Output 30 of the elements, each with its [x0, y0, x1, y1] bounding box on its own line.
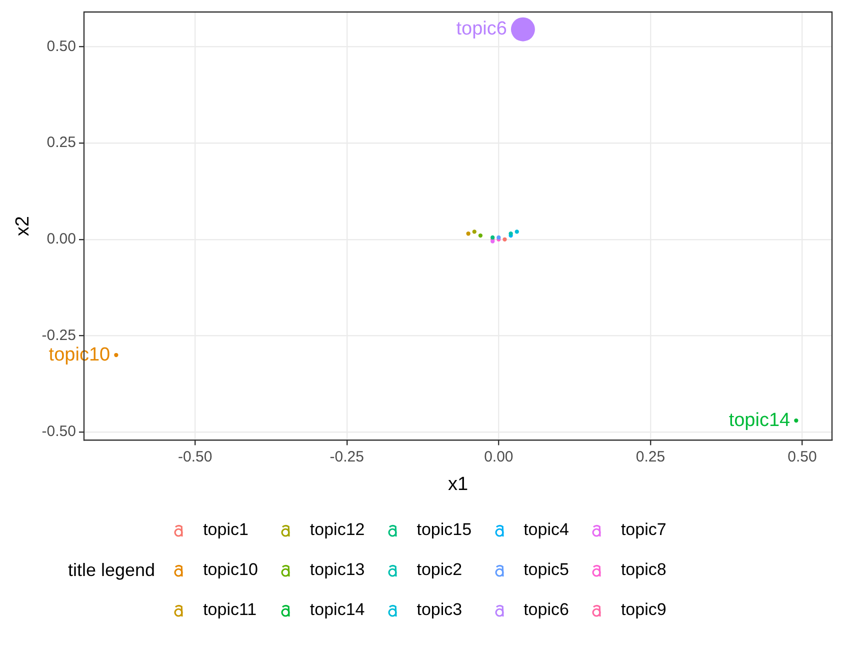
- x-axis-title: x1: [448, 474, 468, 495]
- legend-label: topic6: [524, 600, 569, 620]
- legend-label: topic15: [416, 520, 472, 540]
- legend-label: topic2: [416, 560, 462, 580]
- annotation: topic6: [456, 18, 507, 40]
- y-tick-label: 0.50: [46, 38, 76, 55]
- legend-label: topic8: [620, 560, 666, 580]
- y-tick-label: 0.25: [46, 134, 76, 152]
- x-tick-label: 0.50: [788, 448, 817, 466]
- legend-label: topic3: [416, 600, 462, 620]
- legend-label: topic7: [620, 520, 666, 540]
- x-tick-label: 0.00: [484, 448, 514, 466]
- legend-label: topic4: [524, 520, 569, 540]
- legend-label: topic12: [310, 520, 365, 540]
- legend-title: title legend: [68, 560, 156, 580]
- legend-label: topic10: [203, 560, 258, 580]
- legend-label: topic14: [310, 600, 365, 620]
- y-tick-label: 0.00: [46, 230, 76, 248]
- y-tick-label: -0.50: [42, 423, 76, 440]
- annotation: topic14: [728, 410, 791, 431]
- x-tick-label: -0.50: [178, 448, 212, 466]
- legend-label: topic11: [203, 600, 257, 620]
- x-tick-label: 0.25: [636, 448, 666, 466]
- y-tick-label: -0.25: [42, 326, 76, 344]
- y-axis-title: x2: [12, 216, 34, 236]
- x-tick-label: -0.25: [330, 448, 364, 466]
- legend-label: topic9: [620, 600, 666, 620]
- legend-label: topic5: [524, 560, 569, 580]
- legend-label: topic13: [310, 560, 365, 580]
- legend-label: topic1: [203, 520, 248, 540]
